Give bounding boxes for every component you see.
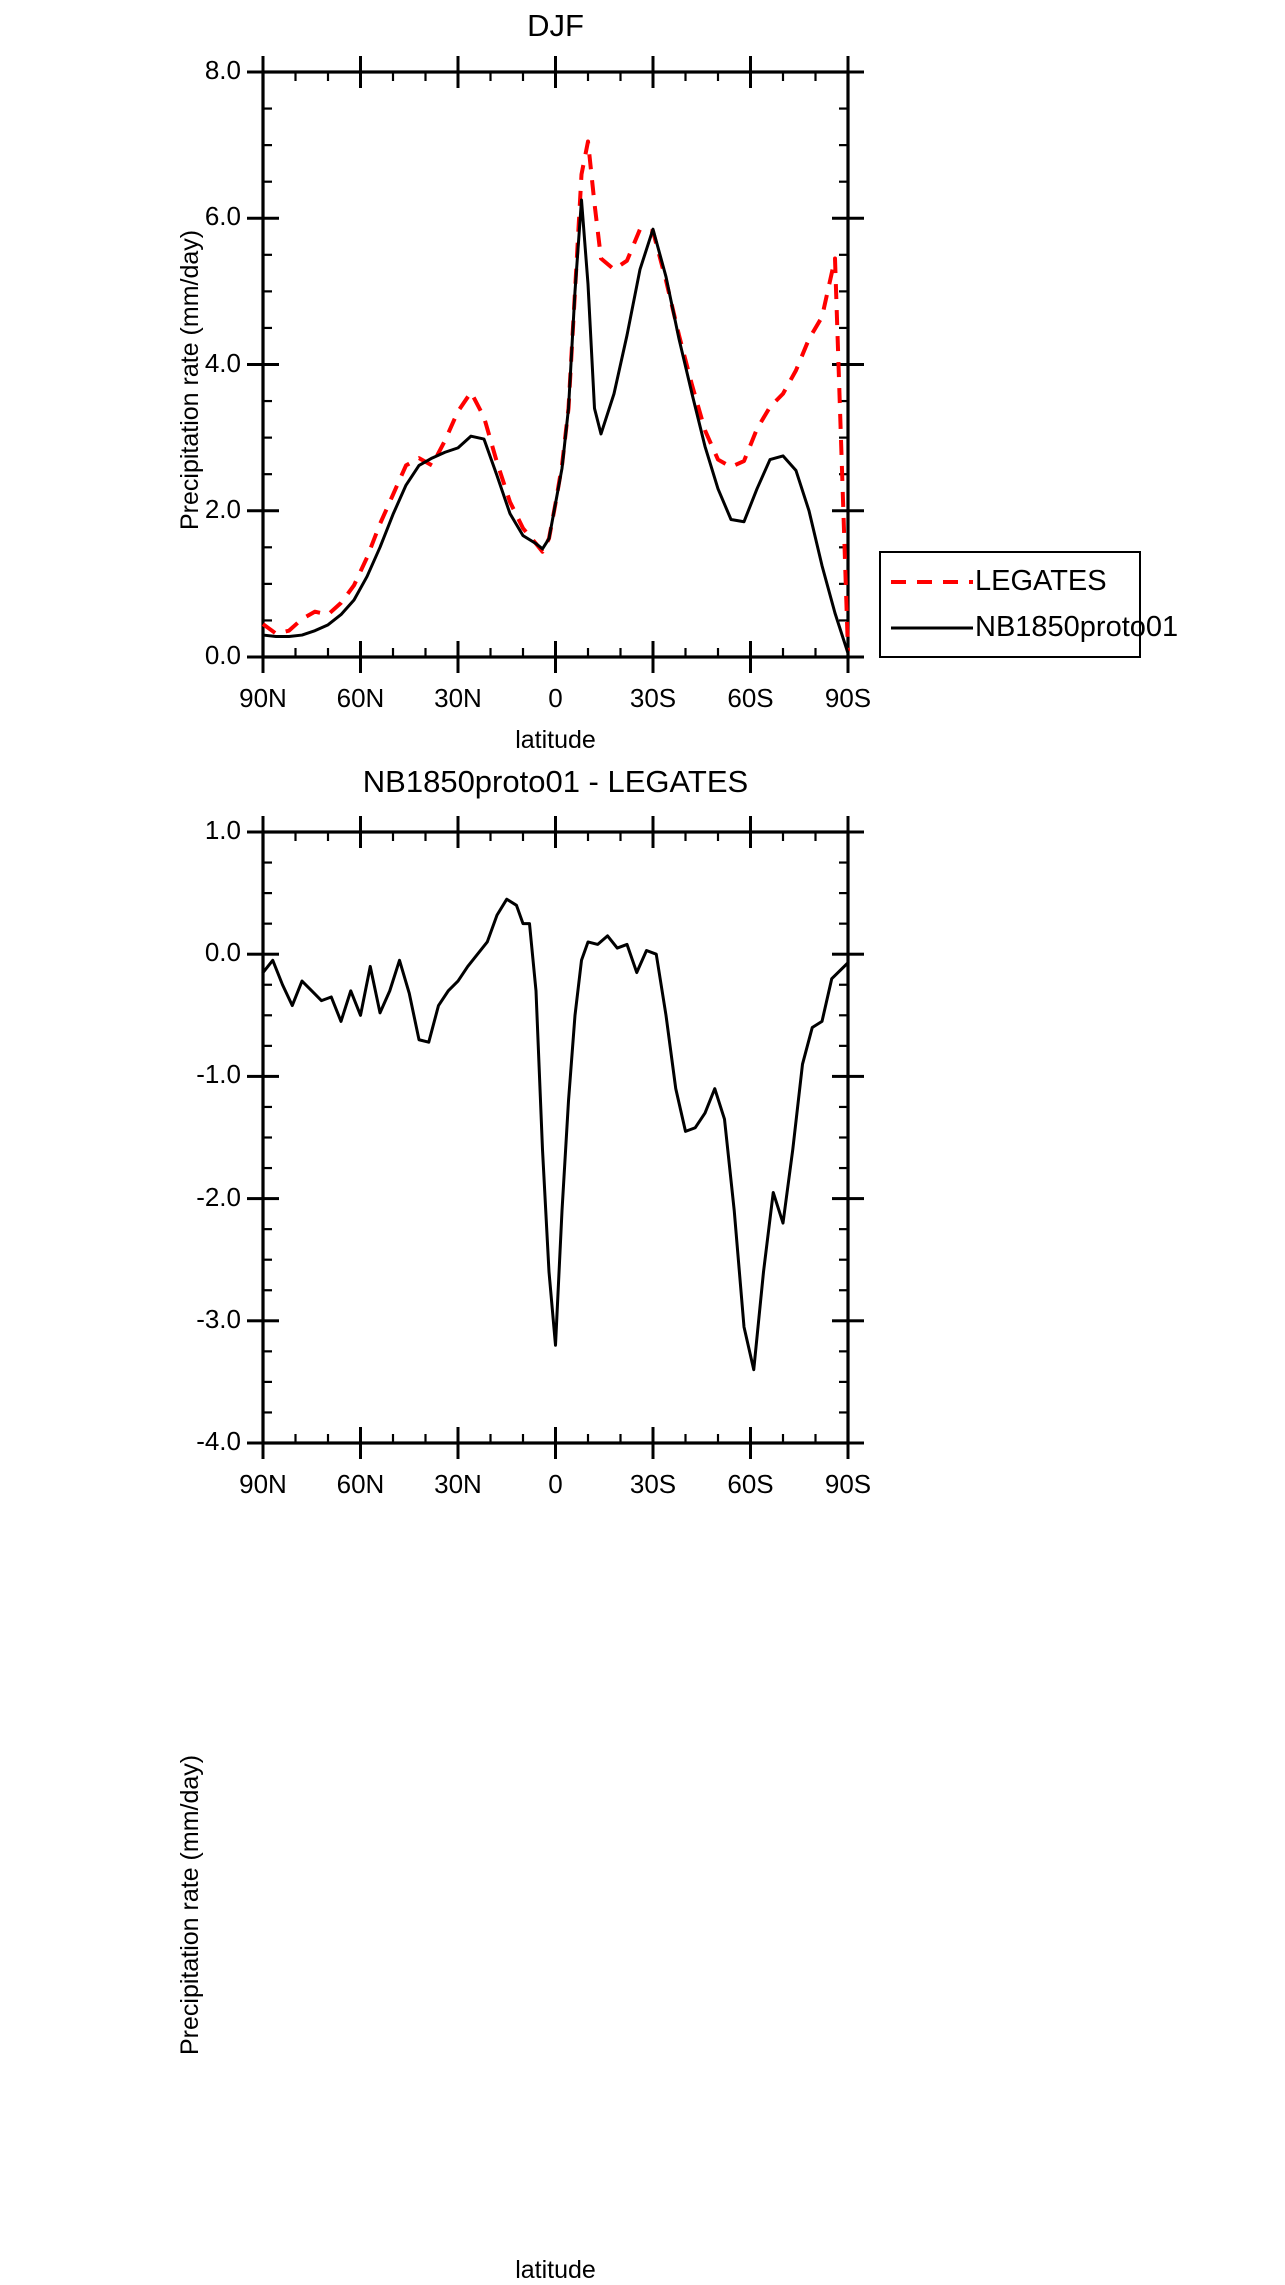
xtick-label: 0 [548,1469,563,1499]
panel-bottom: NB1850proto01 - LEGATES Precipitation ra… [0,760,1285,2284]
ytick-label: 4.0 [204,347,241,378]
legend-label-model: NB1850proto01 [975,611,1179,643]
legend: LEGATES NB1850proto01 [879,551,1178,658]
xtick-label: 30N [434,683,482,713]
xtick-label: 90N [239,683,287,713]
ytick-label: -3.0 [196,1303,241,1334]
legend-item-legates[interactable]: LEGATES [889,567,1107,596]
xtick-label: 90S [824,1469,872,1499]
xtick-label: 90N [239,1469,287,1499]
ytick-label: 6.0 [204,201,241,232]
panel-bottom-xlabel: latitude [515,2256,596,2284]
xtick-label: 60S [727,1469,774,1499]
ytick-label: 0.0 [204,640,241,670]
ytick-label: 8.0 [204,55,241,85]
legend-item-model[interactable]: NB1850proto01 [889,613,1178,642]
panel-bottom-ylabel: Precipitation rate (mm/day) [176,1754,204,2055]
xtick-label: 60N [336,1469,385,1499]
ytick-label: -4.0 [196,1426,241,1456]
xtick-label: 90S [824,683,872,713]
xtick-label: 30N [434,1469,482,1499]
ytick-label: 2.0 [204,493,241,524]
panel-bottom-title: NB1850proto01 - LEGATES [362,764,749,799]
ytick-label: 0.0 [204,937,241,968]
series-line-legates [261,139,850,652]
series-line-nb1850proto01-legates [261,897,850,1372]
xtick-label: 0 [548,683,563,713]
ytick-label: 1.0 [204,815,241,845]
legend-swatch-legates [889,572,975,592]
xtick-label: 60N [336,683,385,713]
series-line-nb1850proto01 [261,198,850,655]
panel-top-xlabel: latitude [515,726,596,754]
panel-top-plot-area [247,56,864,673]
legend-swatch-model [889,618,975,638]
ytick-label: -2.0 [196,1181,241,1212]
panel-top: DJF Precipitation rate (mm/day) latitude… [0,0,1285,760]
xtick-label: 60S [727,683,774,713]
panel-bottom-plot-area [247,816,864,1459]
xtick-label: 30S [629,683,677,713]
legend-label-legates: LEGATES [975,565,1107,597]
xtick-label: 30S [629,1469,677,1499]
panel-top-title: DJF [527,8,584,43]
ytick-label: -1.0 [196,1059,241,1090]
